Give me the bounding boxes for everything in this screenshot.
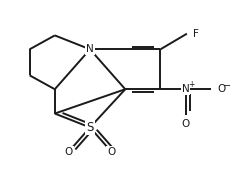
Text: +: + [187,80,194,89]
Text: O: O [64,147,73,157]
Text: O: O [216,84,225,94]
Text: O: O [107,147,115,157]
Text: O: O [181,119,189,129]
Text: N: N [181,84,189,94]
Text: S: S [86,121,93,134]
Text: F: F [193,29,198,39]
Text: N: N [86,44,93,54]
Text: −: − [222,81,230,91]
